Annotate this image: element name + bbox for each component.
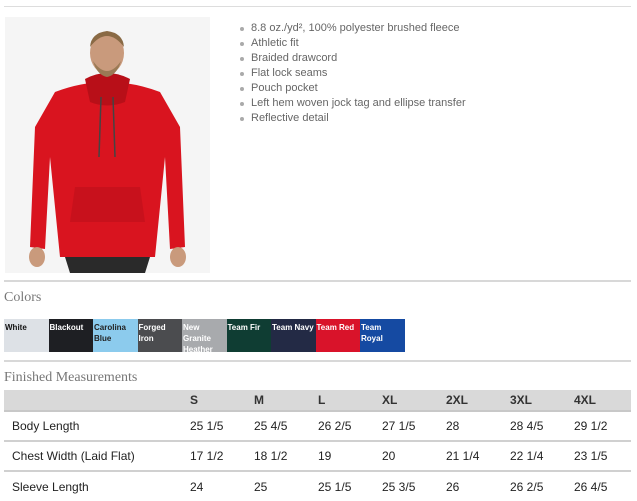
table-row: Body Length 25 1/5 25 4/5 26 2/5 27 1/5 28 28 … bbox=[4, 411, 631, 442]
color-swatch[interactable]: Blackout bbox=[48, 319, 93, 352]
row-label: Sleeve Length bbox=[12, 479, 89, 494]
measurement-cell: 22 1/4 bbox=[510, 441, 574, 472]
measurement-cell: 18 1/2 bbox=[254, 441, 318, 472]
divider bbox=[4, 360, 631, 362]
size-header: 2XL bbox=[446, 390, 510, 412]
measurement-cell: 26 2/5 bbox=[318, 411, 382, 442]
measurement-cell: 23 1/5 bbox=[574, 441, 631, 472]
measurement-cell: 20 bbox=[382, 441, 446, 472]
measurement-cell: 19 bbox=[318, 441, 382, 472]
color-swatch[interactable]: Team Fir bbox=[226, 319, 271, 352]
measurement-cell: 25 3/5 bbox=[382, 479, 416, 494]
measurement-cell: 25 1/5 bbox=[190, 411, 254, 442]
feature-item: Flat lock seams bbox=[238, 66, 466, 81]
color-swatch[interactable]: Team Red bbox=[315, 319, 360, 352]
feature-item: Pouch pocket bbox=[238, 81, 466, 96]
top-divider bbox=[4, 6, 631, 7]
measurement-cell: 26 4/5 bbox=[574, 479, 608, 494]
color-swatch[interactable]: Team Royal bbox=[360, 319, 405, 352]
feature-item: Reflective detail bbox=[238, 111, 466, 126]
product-photo bbox=[5, 17, 210, 273]
measurement-cell: 28 bbox=[446, 411, 510, 442]
feature-list: 8.8 oz./yd², 100% polyester brushed flee… bbox=[238, 21, 466, 126]
measurement-cell: 26 2/5 bbox=[510, 479, 544, 494]
measurement-cell: 26 bbox=[446, 479, 460, 494]
measurement-cell: 29 1/2 bbox=[574, 411, 631, 442]
divider bbox=[4, 280, 631, 282]
feature-item: Left hem woven jock tag and ellipse tran… bbox=[238, 96, 466, 111]
color-swatch[interactable]: White bbox=[4, 319, 49, 352]
size-header: S bbox=[190, 390, 254, 412]
measurement-cell: 27 1/5 bbox=[382, 411, 446, 442]
measurement-cell: 17 1/2 bbox=[190, 441, 254, 472]
measurement-cell: 24 bbox=[190, 479, 204, 494]
size-header: M bbox=[254, 390, 318, 412]
colors-title: Colors bbox=[4, 290, 42, 305]
color-swatches: White Blackout Carolina Blue Forged Iron New… bbox=[4, 319, 405, 354]
table-header-row: S M L XL 2XL 3XL 4XL bbox=[4, 390, 631, 412]
feature-item: Athletic fit bbox=[238, 36, 466, 51]
measurements-title: Finished Measurements bbox=[4, 370, 138, 385]
row-label: Body Length bbox=[4, 411, 190, 442]
color-swatch[interactable]: Carolina Blue bbox=[93, 319, 138, 352]
measurement-cell: 28 4/5 bbox=[510, 411, 574, 442]
measurement-cell: 21 1/4 bbox=[446, 441, 510, 472]
size-header: 4XL bbox=[574, 390, 631, 412]
row-label: Chest Width (Laid Flat) bbox=[4, 441, 190, 472]
feature-item: 8.8 oz./yd², 100% polyester brushed flee… bbox=[238, 21, 466, 36]
size-header: XL bbox=[382, 390, 446, 412]
feature-item: Braided drawcord bbox=[238, 51, 466, 66]
header-blank bbox=[4, 390, 190, 412]
size-header: L bbox=[318, 390, 382, 412]
table-row: Sleeve Length 24 25 25 1/5 25 3/5 26 26 2/5 26 … bbox=[4, 471, 631, 501]
size-header: 3XL bbox=[510, 390, 574, 412]
color-swatch[interactable]: Team Navy bbox=[271, 319, 316, 352]
table-row: Chest Width (Laid Flat) 17 1/2 18 1/2 19 20 2… bbox=[4, 441, 631, 472]
color-swatch[interactable]: New Granite Heather bbox=[182, 319, 227, 354]
measurement-cell: 25 1/5 bbox=[318, 479, 352, 494]
color-swatch[interactable]: Forged Iron bbox=[137, 319, 182, 352]
measurement-cell: 25 bbox=[254, 479, 268, 494]
measurement-cell: 25 4/5 bbox=[254, 411, 318, 442]
measurements-table: S M L XL 2XL 3XL 4XL Body Length 25 1/5 25 4/5 26… bbox=[4, 390, 631, 501]
